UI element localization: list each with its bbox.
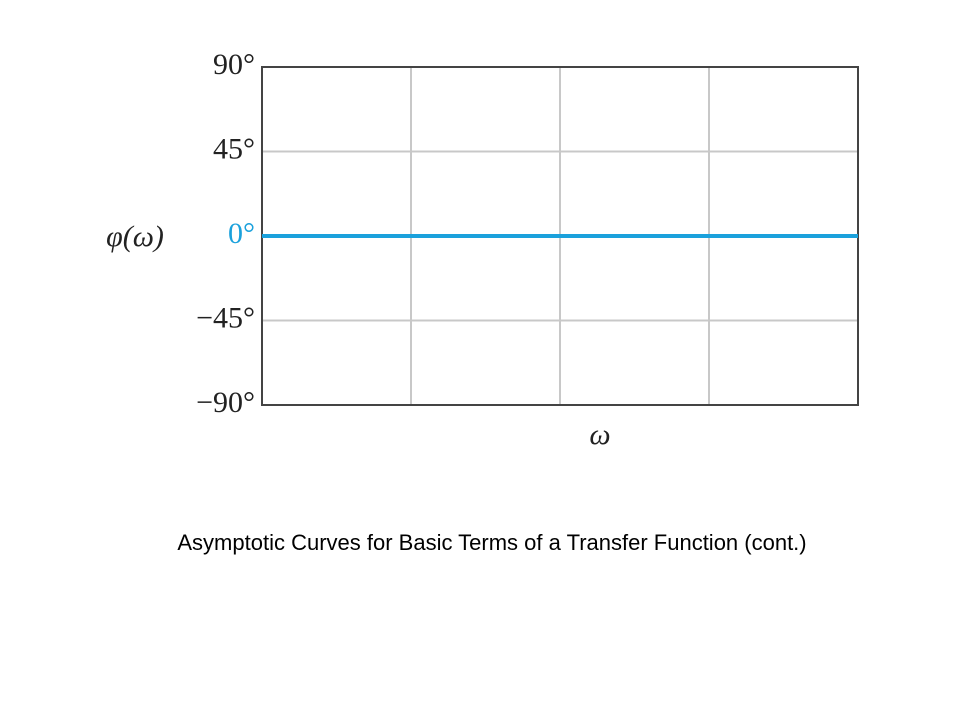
- y-tick-label: 90°: [213, 48, 255, 81]
- caption: Asymptotic Curves for Basic Terms of a T…: [177, 530, 806, 555]
- y-tick-label: −45°: [196, 301, 255, 334]
- y-tick-label: −90°: [196, 386, 255, 419]
- y-tick-label: 45°: [213, 132, 255, 165]
- y-axis-label: φ(ω): [106, 220, 164, 253]
- x-axis-label: ω: [589, 418, 610, 451]
- y-tick-label: 0°: [228, 217, 255, 250]
